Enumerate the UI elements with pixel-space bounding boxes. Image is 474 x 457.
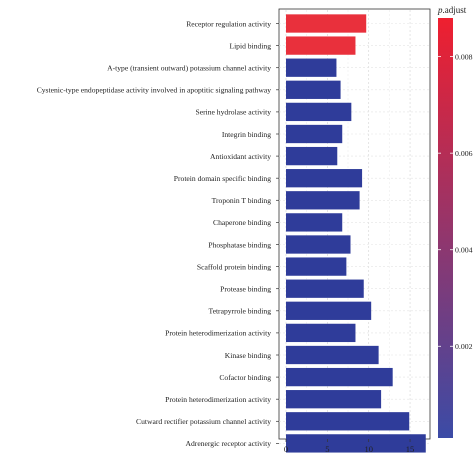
bar <box>286 390 382 409</box>
bar <box>286 14 367 33</box>
bar <box>286 434 426 453</box>
category-label: Antioxidant activity <box>210 152 271 161</box>
bar <box>286 213 343 232</box>
category-label: Receptor regulation activity <box>186 19 271 28</box>
colorbar-title: p.adjust <box>437 5 467 15</box>
bar <box>286 279 364 298</box>
bar <box>286 412 410 431</box>
colorbar-tick-label: 0.006 <box>455 149 473 158</box>
x-tick-label: 5 <box>325 444 329 454</box>
bar <box>286 323 356 343</box>
category-label: A-type (transient outward) potassium cha… <box>107 64 271 73</box>
category-label: Protease binding <box>220 285 271 294</box>
x-tick-label: 15 <box>406 444 415 454</box>
x-tick-label: 10 <box>364 444 373 454</box>
category-label: Phosphatase binding <box>208 240 271 249</box>
colorbar-tick-label: 0.004 <box>455 246 473 255</box>
category-label: Cystenic-type endopeptidase activity inv… <box>37 86 272 95</box>
category-label: Scaffold protein binding <box>197 262 271 271</box>
category-label: Troponin T binding <box>212 196 272 205</box>
bar <box>286 235 351 254</box>
category-label: Integrin binding <box>222 130 271 139</box>
bar <box>286 367 393 387</box>
colorbar-gradient <box>438 18 453 438</box>
bar <box>286 124 343 144</box>
bar <box>286 36 356 55</box>
bar <box>286 257 347 276</box>
bars <box>286 14 426 453</box>
category-label: Protein domain specific binding <box>174 174 271 183</box>
category-label: Kinase binding <box>225 351 271 360</box>
category-label: Protein heterodimerization activity <box>165 395 271 404</box>
bar <box>286 102 352 122</box>
category-label: Serine hydrolase activity <box>196 108 272 117</box>
bar <box>286 301 372 320</box>
category-label: Lipid binding <box>229 41 271 50</box>
bar <box>286 191 360 210</box>
bar <box>286 146 338 166</box>
category-label: Cofactor binding <box>219 373 271 382</box>
x-tick-label: 0 <box>284 444 288 454</box>
bar <box>286 169 363 188</box>
category-label: Cutward rectifier potassium channel acti… <box>136 417 271 426</box>
category-label: Protein heterodimerization activity <box>165 329 271 338</box>
bar <box>286 80 341 99</box>
category-label: Adrenergic receptor activity <box>186 439 272 448</box>
category-labels: Receptor regulation activity Lipid bindin… <box>37 19 279 448</box>
colorbar-tick-label: 0.008 <box>455 52 473 61</box>
category-label: Chaperone binding <box>213 218 271 227</box>
colorbar-title-rest: .adjust <box>443 5 467 15</box>
bar <box>286 345 379 365</box>
bar <box>286 58 337 77</box>
colorbar-legend: p.adjust 0.002 0.004 0.006 0.008 <box>437 5 473 438</box>
colorbar-tick-label: 0.002 <box>455 342 473 351</box>
x-axis: 0 5 10 15 <box>284 439 414 454</box>
category-label: Tetrapyrrole binding <box>208 307 271 316</box>
colorbar-title-p: p <box>437 5 443 15</box>
